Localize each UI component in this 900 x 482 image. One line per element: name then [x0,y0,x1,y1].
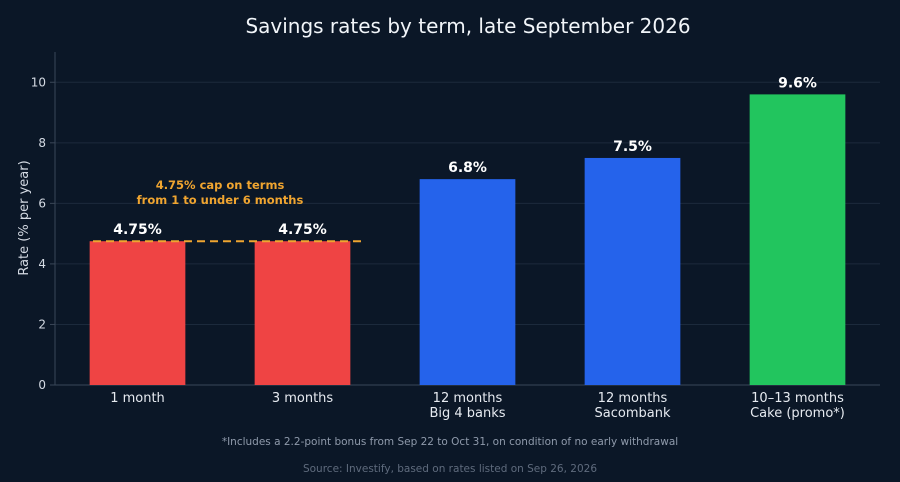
x-category-label: Sacombank [595,406,671,421]
y-tick-label: 0 [38,378,46,392]
cap-annotation: 4.75% cap on terms [156,178,285,192]
y-axis-label: Rate (% per year) [17,160,32,275]
y-tick-label: 4 [38,257,46,271]
bars [89,94,846,385]
y-tick-label: 6 [38,196,46,210]
x-category-label: Cake (promo*) [750,406,845,421]
footnote: *Includes a 2.2-point bonus from Sep 22 … [222,436,678,448]
cap-annotation: from 1 to under 6 months [137,193,304,207]
y-tick-label: 8 [38,136,46,150]
bar [584,157,681,385]
x-category-label: 12 months [433,391,503,406]
bar-value-label: 7.5% [613,139,652,155]
x-category-label: 1 month [110,391,165,406]
bar [254,241,351,385]
y-tick-label: 2 [38,317,46,331]
data-labels: 4.75% 4.75% 6.8% 7.5% 9.6% [113,75,817,238]
bar-value-label: 6.8% [448,160,487,176]
x-category-label: 3 months [272,391,334,406]
source-note: Source: Investify, based on rates listed… [303,463,597,475]
bar-value-label: 4.75% [278,222,327,238]
y-tick-label: 10 [31,75,46,89]
bar-value-label: 4.75% [113,222,162,238]
x-category-label: 10–13 months [751,391,844,406]
x-category-label: 12 months [598,391,668,406]
bar [749,94,846,385]
chart-title: Savings rates by term, late September 20… [245,14,690,38]
bar [89,241,186,385]
bar-value-label: 9.6% [778,75,817,91]
bar [419,179,516,385]
x-category-label: Big 4 banks [429,406,505,421]
